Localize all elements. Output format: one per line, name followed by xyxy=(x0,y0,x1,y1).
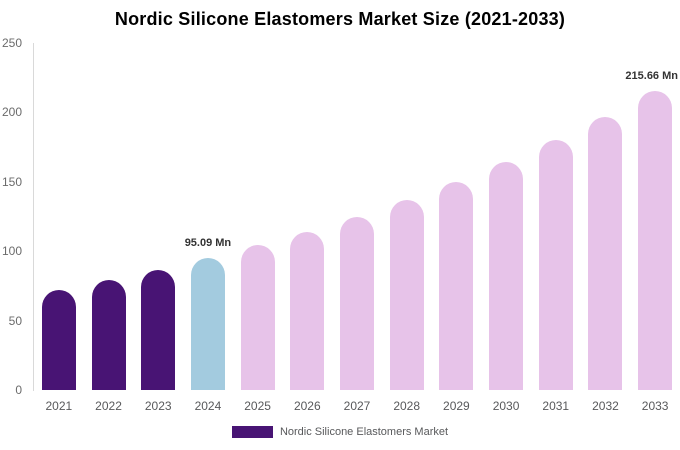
bar-2027[interactable] xyxy=(340,216,374,390)
bar-2025[interactable] xyxy=(240,245,275,390)
bar-2023[interactable] xyxy=(141,269,176,390)
x-axis-label-2024: 2024 xyxy=(194,399,222,413)
bar-value-label-2033: 215.66 Mn xyxy=(625,69,678,82)
x-axis-label-2030: 2030 xyxy=(492,399,520,413)
y-axis-tick-label: 100 xyxy=(1,244,22,259)
bar-2030[interactable] xyxy=(489,162,524,390)
x-axis-label-2032: 2032 xyxy=(592,399,619,413)
bar-2024[interactable] xyxy=(190,258,225,390)
y-axis-tick-label: 250 xyxy=(1,36,22,50)
legend: Nordic Silicone Elastomers Market xyxy=(0,423,680,441)
x-axis-label-2031: 2031 xyxy=(542,399,570,413)
y-axis-tick-label: 150 xyxy=(1,174,22,189)
bar-2022[interactable] xyxy=(91,279,126,390)
bar-2026[interactable] xyxy=(290,231,325,390)
x-axis-label-2026: 2026 xyxy=(293,399,321,413)
x-axis-label-2033: 2033 xyxy=(641,399,669,413)
bar-2029[interactable] xyxy=(439,181,474,390)
bar-2033[interactable] xyxy=(638,90,673,390)
x-axis-label-2027: 2027 xyxy=(343,399,371,413)
y-axis-tick-label: 50 xyxy=(8,313,22,328)
y-axis-tick-label: 0 xyxy=(15,383,22,397)
y-axis-tick-label: 200 xyxy=(1,105,22,120)
y-axis-line xyxy=(33,43,34,391)
x-axis-label-2021: 2021 xyxy=(45,399,73,413)
chart-title: Nordic Silicone Elastomers Market Size (… xyxy=(114,9,566,29)
x-axis-label-2023: 2023 xyxy=(144,399,172,413)
bar-2028[interactable] xyxy=(389,199,424,390)
bar-2031[interactable] xyxy=(538,140,573,390)
bar-2032[interactable] xyxy=(588,116,623,390)
legend-swatch[interactable] xyxy=(231,426,273,438)
x-axis-label-2029: 2029 xyxy=(443,399,470,413)
bar-2021[interactable] xyxy=(41,289,76,390)
x-axis-label-2022: 2022 xyxy=(95,399,122,413)
x-axis-label-2028: 2028 xyxy=(393,399,421,413)
legend-label[interactable]: Nordic Silicone Elastomers Market xyxy=(279,426,449,438)
bar-value-label-2024: 95.09 Mn xyxy=(184,237,232,250)
x-axis-label-2025: 2025 xyxy=(244,399,271,413)
